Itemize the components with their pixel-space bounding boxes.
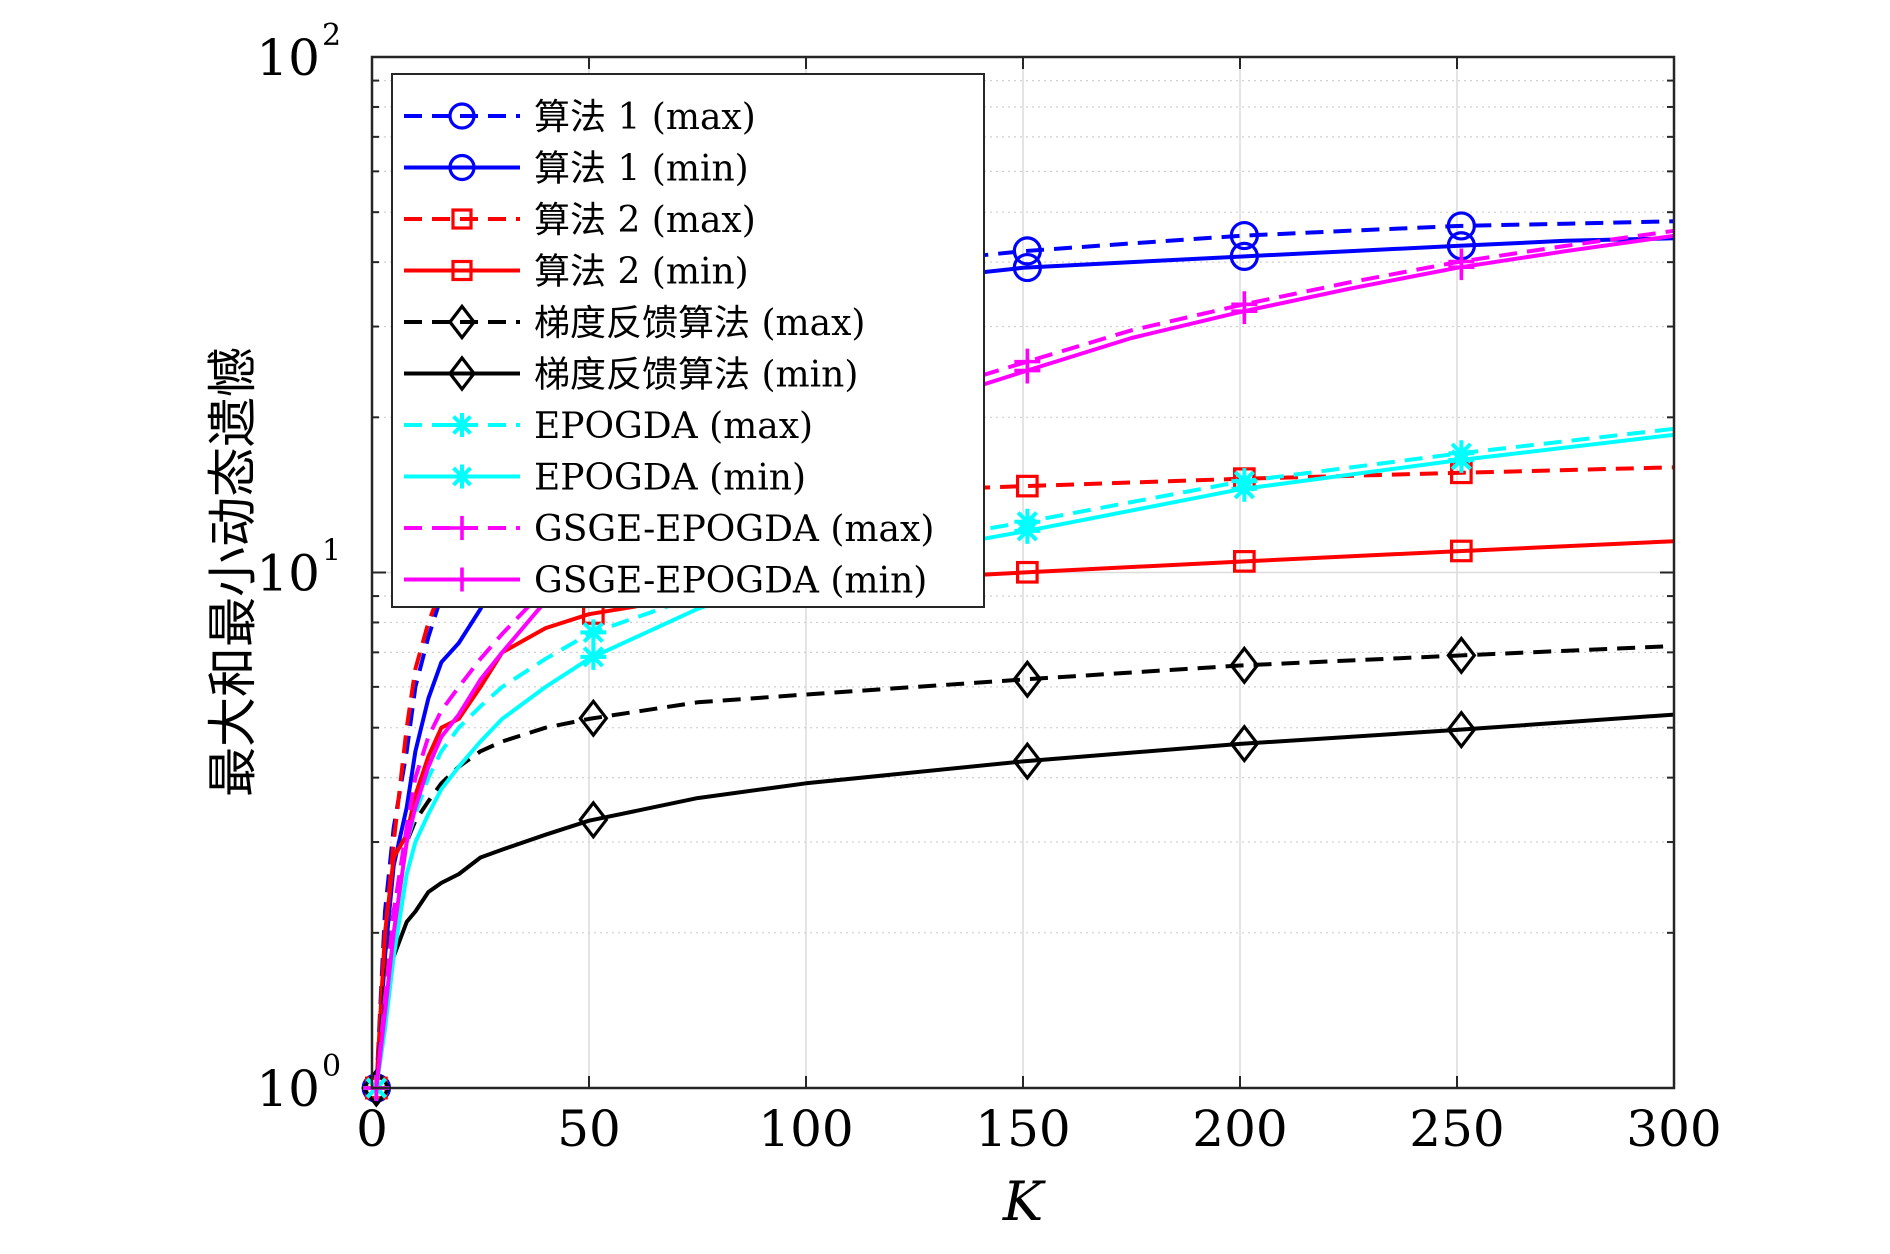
series-marker [448, 102, 476, 130]
series-marker [578, 800, 609, 840]
series-marker [447, 355, 477, 392]
series-marker [580, 619, 607, 646]
y-tick-label: 10 0 [256, 1049, 341, 1118]
series-marker [1014, 357, 1041, 384]
legend-entry: GSGE-EPOGDA (max) [404, 509, 934, 550]
x-tick-label: 150 [975, 1100, 1070, 1158]
series-marker [450, 516, 474, 540]
y-tick-base: 10 [256, 1060, 320, 1118]
x-tick-label: 250 [1409, 1100, 1504, 1158]
y-tick-label: 10 1 [256, 534, 341, 603]
series-marker [1012, 659, 1043, 699]
series-marker [1229, 645, 1260, 685]
legend-entry: 算法 1 (min) [404, 149, 749, 190]
series-marker [1229, 724, 1260, 764]
legend-entry: EPOGDA (min) [404, 458, 806, 499]
series-marker [1232, 550, 1256, 573]
y-tick-base: 10 [256, 545, 320, 603]
legend-label: GSGE-EPOGDA (min) [534, 561, 927, 602]
series-marker [1012, 236, 1042, 266]
x-tick-label: 0 [356, 1100, 388, 1158]
y-tick-exponent: 0 [322, 1049, 341, 1084]
y-tick-label: 10 2 [256, 18, 341, 87]
y-tick-base: 10 [256, 29, 320, 87]
y-tick-exponent: 2 [322, 18, 341, 53]
series-marker [1446, 635, 1477, 675]
series-marker [1012, 252, 1042, 283]
series-marker [450, 567, 474, 592]
series-marker [1015, 474, 1039, 498]
series-marker [1449, 539, 1473, 563]
legend-label: 梯度反馈算法 (min) [534, 355, 858, 396]
legend: 算法 1 (max) 算法 1 (min) 算法 2 (max) 算法 2 (min)… [391, 73, 985, 608]
legend-label: GSGE-EPOGDA (max) [534, 509, 934, 550]
series-marker [578, 698, 609, 738]
series-marker [448, 153, 476, 182]
legend-label: 算法 2 (max) [534, 200, 756, 241]
series-marker [1446, 211, 1476, 241]
series-marker [1229, 241, 1259, 271]
legend-entry: 梯度反馈算法 (max) [404, 303, 865, 344]
series-marker [1448, 254, 1475, 281]
series-marker [451, 208, 473, 230]
legend-label: 算法 2 (min) [534, 252, 749, 293]
series-marker [1015, 560, 1039, 584]
legend-entry: EPOGDA (max) [404, 406, 813, 447]
legend-label: EPOGDA (max) [534, 406, 813, 447]
legend-entry: GSGE-EPOGDA (min) [404, 561, 927, 602]
y-tick-exponent: 1 [322, 534, 341, 569]
legend-entry: 算法 2 (min) [404, 252, 749, 293]
x-tick-label: 300 [1626, 1100, 1721, 1158]
x-axis-label: K [1002, 1170, 1046, 1233]
series [361, 710, 1675, 1108]
legend-entry: 算法 2 (max) [404, 200, 756, 241]
series-marker [1448, 446, 1475, 473]
x-tick-label: 50 [557, 1100, 621, 1158]
series-marker [361, 1068, 392, 1108]
y-axis-label: 最大和最小动态遗憾 [204, 347, 262, 797]
legend-label: 梯度反馈算法 (max) [534, 303, 865, 344]
series-marker [450, 464, 474, 489]
legend-entry: 算法 1 (max) [404, 97, 756, 138]
legend-entry: 梯度反馈算法 (min) [404, 355, 858, 396]
series-marker [1012, 741, 1043, 781]
series-line [374, 712, 1675, 1089]
series-marker [451, 259, 473, 282]
series-marker [580, 643, 607, 670]
legend-label: 算法 1 (max) [534, 97, 756, 138]
series-marker [447, 303, 477, 341]
series-marker [1229, 220, 1259, 251]
legend-label: EPOGDA (min) [534, 458, 806, 499]
series-line [374, 539, 1675, 1089]
series-marker [1231, 475, 1258, 502]
series-marker [1446, 710, 1477, 750]
series-marker [1014, 517, 1041, 544]
legend-box [391, 73, 985, 608]
legend-label: 算法 1 (min) [534, 149, 749, 190]
series-marker [450, 413, 474, 437]
x-tick-label: 200 [1192, 1100, 1287, 1158]
series-marker [1231, 298, 1258, 325]
x-tick-label: 100 [758, 1100, 853, 1158]
